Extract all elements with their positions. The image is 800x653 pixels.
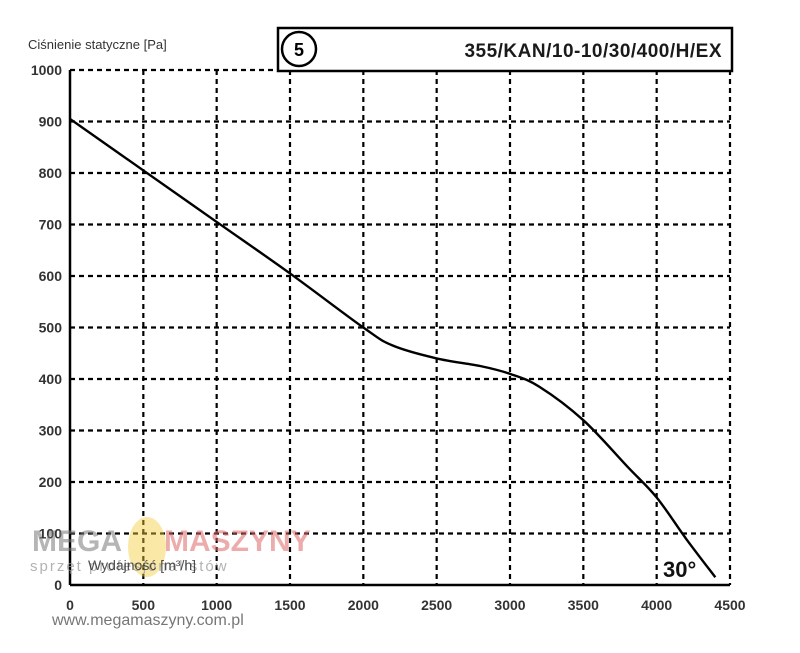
y-axis-label: Ciśnienie statyczne [Pa] [28,37,167,52]
watermark: MEGA MASZYNY sprzęt profesjonalistów www… [30,517,311,629]
watermark-url: www.megamaszyny.com.pl [51,612,244,629]
x-tick-1500: 1500 [274,597,305,613]
x-tick-3000: 3000 [494,597,525,613]
y-tick-800: 800 [39,165,63,181]
watermark-logo-icon [128,517,166,577]
y-tick-400: 400 [39,371,63,387]
x-tick-3500: 3500 [568,597,599,613]
x-tick-1000: 1000 [201,597,232,613]
model-title-box: 5 355/KAN/10-10/30/400/H/EX [276,26,734,73]
watermark-tagline: sprzęt profesjonalistów [30,558,229,575]
angle-label: 30° [663,557,696,582]
x-tick-4000: 4000 [641,597,672,613]
curve-number-circle [280,30,318,68]
x-tick-labels: 0 500 1000 1500 2000 2500 3000 3500 4000 4500 [66,597,746,613]
y-tick-900: 900 [39,114,63,130]
y-tick-100: 100 [39,526,63,542]
x-tick-500: 500 [132,597,156,613]
y-tick-300: 300 [39,423,63,439]
grid-lines [68,68,732,587]
y-tick-600: 600 [39,268,63,284]
watermark-brand-right: MASZYNY [164,525,311,558]
model-title: 355/KAN/10-10/30/400/H/EX [464,41,722,62]
watermark-brand-left: MEGA [32,525,122,558]
x-tick-2000: 2000 [348,597,379,613]
x-axis-label: Wydajność [m³/h] [88,557,196,573]
performance-curve [69,117,717,579]
y-tick-0: 0 [54,577,62,593]
x-tick-4500: 4500 [714,597,745,613]
y-tick-700: 700 [39,217,63,233]
y-tick-200: 200 [39,474,63,490]
curve-number: 5 [294,40,304,60]
model-title-frame [276,26,734,73]
x-tick-2500: 2500 [421,597,452,613]
y-tick-1000: 1000 [31,62,62,78]
x-tick-0: 0 [66,597,74,613]
y-tick-500: 500 [39,320,63,336]
y-tick-labels: 0 100 200 300 400 500 600 700 800 900 1000 [31,62,62,593]
